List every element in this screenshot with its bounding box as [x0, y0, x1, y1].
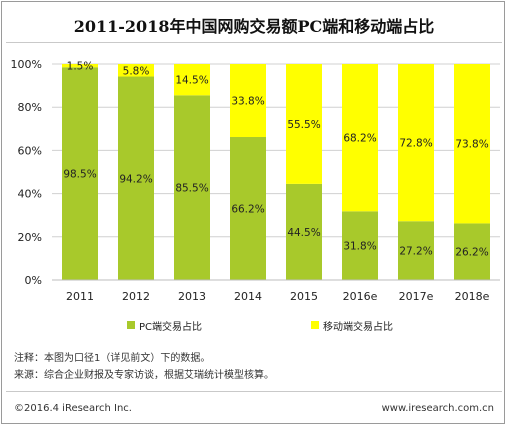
data-label-mobile: 33.8% — [231, 96, 264, 108]
x-tick-label: 2016e — [343, 290, 378, 303]
bar-pc — [174, 95, 210, 280]
data-label-mobile: 1.5% — [67, 61, 94, 73]
bar-pc — [286, 183, 322, 280]
x-tick-label: 2013 — [178, 290, 206, 303]
y-tick-label: 100% — [11, 58, 42, 71]
footer-divider — [6, 391, 502, 392]
data-label-pc: 98.5% — [63, 169, 96, 181]
chart-title: 2011-2018年中国网购交易额PC端和移动端占比 — [73, 17, 435, 36]
bar-mobile — [118, 64, 154, 77]
legend-label-pc: PC端交易占比 — [139, 321, 203, 333]
data-label-pc: 27.2% — [399, 246, 432, 258]
footnote: 注释：本图为口径1（详见前文）下的数据。 — [14, 353, 211, 364]
legend-item-mobile: 移动端交易占比 — [311, 319, 393, 333]
data-label-mobile: 68.2% — [343, 133, 376, 145]
x-tick-label: 2017e — [399, 290, 434, 303]
website-text: www.iresearch.com.cn — [381, 403, 494, 414]
x-tick-label: 2015 — [290, 290, 318, 303]
y-tick-label: 0% — [25, 274, 42, 287]
data-label-pc: 31.8% — [343, 241, 376, 253]
bar-mobile — [230, 64, 266, 138]
bar-mobile — [174, 64, 210, 96]
legend-swatch-mobile — [311, 321, 319, 329]
y-tick-label: 20% — [18, 231, 42, 244]
x-tick-label: 2014 — [234, 290, 262, 303]
legend-swatch-pc — [127, 321, 135, 329]
x-tick-label: 2012 — [122, 290, 150, 303]
bar-mobile — [398, 64, 434, 222]
stacked-bar-chart: 0% 20% 40% 60% 80% 100% 98.5% 1.5% 2011 94.2% 5.8%… — [11, 58, 500, 303]
data-label-mobile: 72.8% — [399, 138, 432, 150]
bar-mobile — [62, 64, 98, 68]
data-label-pc: 66.2% — [231, 204, 264, 216]
data-label-pc: 94.2% — [119, 173, 152, 185]
data-label-mobile: 14.5% — [175, 75, 208, 87]
bar-pc — [454, 223, 490, 280]
bar-pc — [118, 76, 154, 280]
copyright-text: ©2016.4 iResearch Inc. — [14, 403, 132, 414]
data-label-mobile: 5.8% — [123, 65, 150, 77]
bar-pc — [342, 211, 378, 280]
data-label-mobile: 55.5% — [287, 119, 320, 131]
bar-pc — [62, 67, 98, 281]
legend-label-mobile: 移动端交易占比 — [323, 321, 393, 333]
bar-mobile — [286, 64, 322, 184]
y-tick-label: 40% — [18, 188, 42, 201]
x-tick-label: 2011 — [66, 290, 94, 303]
y-tick-label: 80% — [18, 101, 42, 114]
y-tick-label: 60% — [18, 144, 42, 157]
bar-pc — [230, 137, 266, 280]
data-label-pc: 26.2% — [455, 247, 488, 259]
title-divider — [6, 42, 502, 43]
data-label-mobile: 73.8% — [455, 139, 488, 151]
bar-pc — [398, 221, 434, 280]
legend-item-pc: PC端交易占比 — [127, 319, 203, 333]
source-note: 来源：综合企业财报及专家访谈，根据艾瑞统计模型核算。 — [14, 370, 274, 381]
bar-mobile — [342, 64, 378, 212]
data-label-pc: 85.5% — [175, 183, 208, 195]
bar-mobile — [454, 64, 490, 224]
data-label-pc: 44.5% — [287, 227, 320, 239]
x-tick-label: 2018e — [455, 290, 490, 303]
